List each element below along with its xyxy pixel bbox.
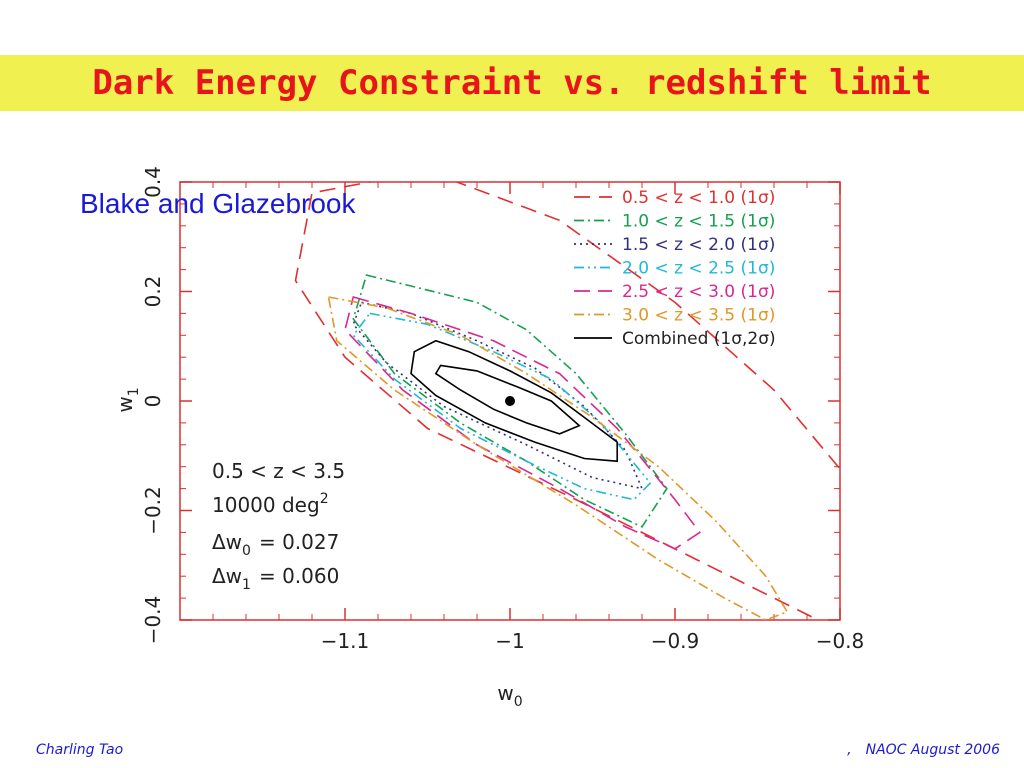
x-tick-label: −0.8 — [816, 629, 865, 653]
contour-series-5 — [344, 296, 701, 550]
annotation-dw0-value: = 0.027 — [259, 530, 339, 554]
y-tick-label: 0 — [141, 395, 165, 408]
annotation-z-range: 0.5 < z < 3.5 — [212, 459, 345, 483]
y-axis-label-sub: 1 — [126, 387, 142, 396]
title-bar: Dark Energy Constraint vs. redshift limi… — [0, 55, 1024, 111]
legend-label: 2.0 < z < 2.5 (1σ) — [622, 259, 775, 279]
legend-label: 1.0 < z < 1.5 (1σ) — [622, 212, 775, 232]
legend-label: 3.0 < z < 3.5 (1σ) — [622, 306, 775, 326]
footer-event-text: NAOC August 2006 — [865, 742, 1000, 758]
annotation-area: 10000 deg2 — [212, 491, 329, 517]
y-tick-label: 0.2 — [141, 276, 165, 308]
contours-group — [294, 182, 840, 620]
footer-separator: , — [847, 742, 852, 758]
x-axis-label-sub: 0 — [514, 694, 523, 710]
x-tick-label: −0.9 — [651, 629, 700, 653]
annotation-dw1: Δw1 = 0.060 — [212, 564, 339, 593]
y-axis-label: w1 — [113, 387, 142, 412]
annotation-dw1-value: = 0.060 — [259, 564, 339, 588]
x-axis-label: w0 — [497, 681, 522, 710]
page-title: Dark Energy Constraint vs. redshift limi… — [92, 63, 932, 103]
legend-label: 1.5 < z < 2.0 (1σ) — [622, 235, 775, 255]
y-tick-label: 0.4 — [141, 166, 165, 198]
contour-series-2 — [352, 274, 668, 528]
credit-text: Blake and Glazebrook — [80, 188, 356, 219]
annotation-area-sup: 2 — [320, 491, 329, 507]
contour-series-4 — [352, 312, 652, 501]
x-tick-label: −1.1 — [321, 629, 370, 653]
annotation-dw0: Δw0 = 0.027 — [212, 530, 339, 559]
contour-series-7-inner — [434, 364, 581, 435]
annotation-dw0-sub: 0 — [242, 543, 251, 559]
fiducial-point — [505, 396, 515, 406]
footer-author: Charling Tao — [36, 742, 124, 758]
footer-event: , NAOC August 2006 — [847, 742, 1000, 758]
contour-series-1 — [294, 182, 840, 620]
legend-label: 2.5 < z < 3.0 (1σ) — [622, 282, 775, 302]
y-tick-label: −0.4 — [141, 596, 165, 645]
y-tick-label: −0.2 — [141, 486, 165, 535]
contour-series-3 — [352, 301, 644, 490]
annotation-dw1-sub: 1 — [242, 577, 251, 593]
contour-series-7 — [410, 339, 619, 463]
legend: 0.5 < z < 1.0 (1σ) 1.0 < z < 1.5 (1σ) 1.5 … — [574, 188, 776, 349]
contour-series-6 — [327, 295, 789, 620]
legend-label: 0.5 < z < 1.0 (1σ) — [622, 188, 775, 208]
legend-label: Combined (1σ,2σ) — [622, 329, 776, 349]
x-tick-label: −1 — [495, 629, 524, 653]
